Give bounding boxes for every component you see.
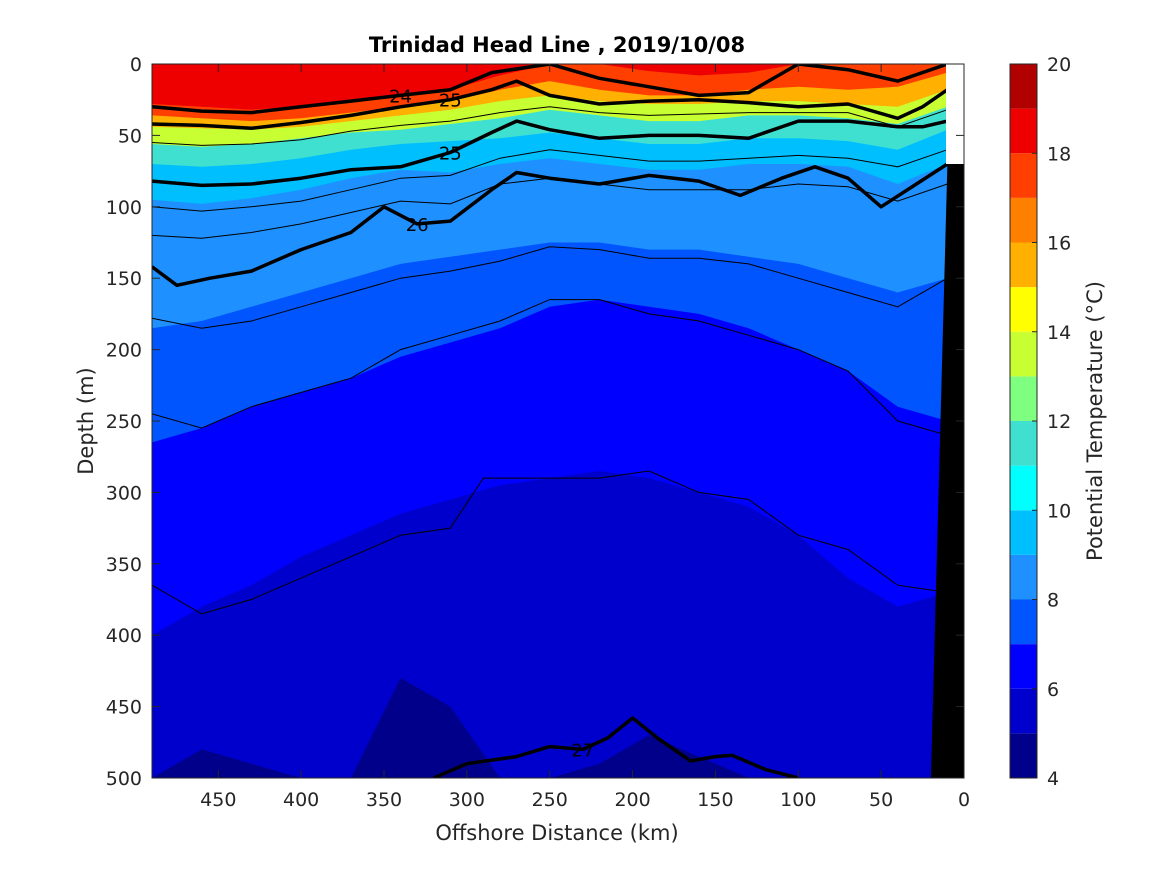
contour-label-text: 26	[406, 215, 429, 236]
colorbar-swatch	[1010, 108, 1037, 154]
y-tick-label: 500	[106, 768, 142, 790]
colorbar-swatch	[1010, 242, 1037, 288]
temperature-band-5	[152, 678, 948, 778]
contour-label-text: 25	[439, 144, 462, 165]
contour-label-24: 24	[389, 86, 412, 107]
colorbar-swatch	[1010, 599, 1037, 645]
colorbar-swatch	[1010, 64, 1037, 109]
colorbar-swatch	[1010, 688, 1037, 734]
y-tick-label: 350	[106, 554, 142, 576]
x-tick-label: 50	[869, 789, 893, 811]
colorbar-swatch	[1010, 554, 1037, 600]
colorbar-swatch	[1010, 510, 1037, 555]
colorbar: 4 6 8 10 12 14 16 18 20	[1009, 54, 1071, 790]
thin-contour-line	[152, 299, 948, 436]
colorbar-tick-label: 12	[1047, 411, 1071, 433]
colorbar-tick-label: 10	[1047, 500, 1071, 522]
contour-label-25: 25	[439, 144, 462, 165]
colorbar-label: Potential Temperature (°C)	[1083, 281, 1107, 561]
contour-label-25: 25	[439, 91, 462, 112]
x-tick-label: 350	[366, 789, 402, 811]
seafloor-topography	[930, 64, 964, 778]
x-tick-label: 200	[614, 789, 650, 811]
y-tick-label: 250	[106, 411, 142, 433]
plot-area: 24 25 25 26 27	[152, 64, 964, 778]
colorbar-swatch	[1010, 421, 1037, 466]
density-contour-26	[152, 162, 949, 288]
density-contour-24	[152, 64, 948, 115]
thin-contour-line	[152, 149, 948, 212]
contour-label-26: 26	[406, 215, 429, 236]
y-tick-label: 450	[106, 697, 142, 719]
colorbar-swatch	[1010, 153, 1037, 198]
colorbar-tick-label: 16	[1047, 233, 1071, 255]
density-contour-25	[152, 119, 948, 188]
thin-contour-line	[152, 106, 948, 146]
y-axis-label: Depth (m)	[74, 367, 98, 474]
colorbar-tick-label: 20	[1047, 54, 1071, 76]
temperature-fills	[152, 64, 964, 778]
contour-label-text: 24	[389, 86, 412, 107]
contour-label-text: 27	[571, 740, 594, 761]
x-axis-label: Offshore Distance (km)	[435, 821, 678, 845]
colorbar-tick-label: 4	[1047, 768, 1059, 790]
colorbar-swatch	[1010, 287, 1037, 332]
y-tick-label: 0	[130, 54, 142, 76]
no-data-region	[946, 64, 964, 164]
y-tick-label: 400	[106, 625, 142, 647]
x-tick-label: 100	[780, 789, 816, 811]
y-tick-label: 100	[106, 197, 142, 219]
colorbar-tick-label: 6	[1047, 679, 1059, 701]
y-tick-label: 150	[106, 268, 142, 290]
thin-contour-line	[152, 470, 948, 615]
contour-label-text: 25	[439, 91, 462, 112]
colorbar-tick-label: 18	[1047, 143, 1071, 165]
contour-label-27: 27	[571, 740, 594, 761]
x-tick-label: 300	[449, 789, 485, 811]
x-tick-label: 400	[283, 789, 319, 811]
x-tick-label: 0	[958, 789, 970, 811]
y-tick-label: 300	[106, 482, 142, 504]
density-contour-25	[152, 79, 949, 131]
colorbar-tick-label: 8	[1047, 590, 1059, 612]
x-tick-label: 150	[697, 789, 733, 811]
colorbar-tick-label: 14	[1047, 322, 1071, 344]
y-tick-label: 50	[118, 125, 142, 147]
colorbar-swatch	[1010, 331, 1037, 377]
thin-contour-line	[152, 246, 948, 329]
colorbar-swatch	[1010, 376, 1037, 421]
density-contour-27	[433, 716, 799, 778]
colorbar-swatch	[1010, 197, 1037, 243]
y-tick-label: 200	[106, 340, 142, 362]
colorbar-swatch	[1010, 733, 1037, 778]
density-contour-lines: 24 25 25 26 27	[152, 64, 949, 778]
temperature-band-6	[152, 471, 948, 778]
colorbar-swatch	[1010, 644, 1037, 689]
y-axis-ticks: 0 50 100 150 200 250 300 350 400 450 500	[106, 54, 964, 790]
x-tick-label: 450	[200, 789, 236, 811]
x-tick-label: 250	[532, 789, 568, 811]
colorbar-swatch	[1010, 465, 1037, 511]
x-axis-ticks: 450 400 350 300 250 200 150 100 50 0	[200, 64, 970, 811]
chart-title: Trinidad Head Line , 2019/10/08	[369, 33, 745, 57]
